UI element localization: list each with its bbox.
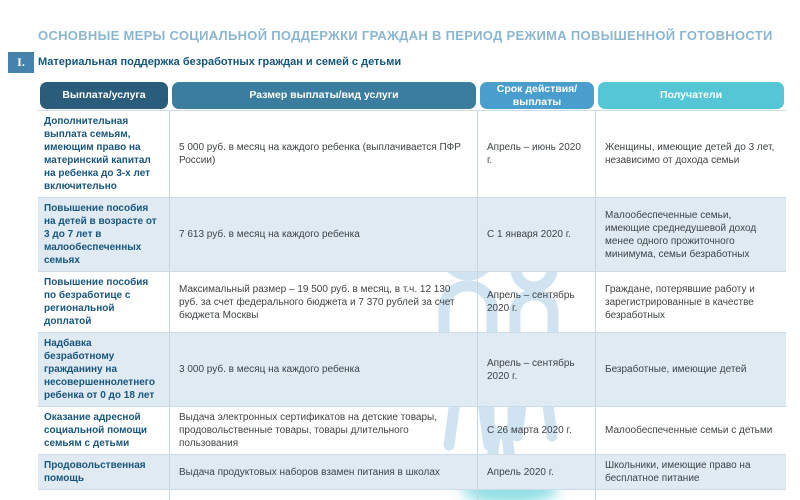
benefit-recipients: Женщины, имеющие детей до 3 лет, независ… [605,142,775,166]
table-row: Увеличение пособий по временной нетрудос… [38,489,786,500]
column-header-size: Размер выплаты/вид услуги [170,82,478,109]
benefit-size: Выдача продуктовых наборов взамен питани… [179,466,440,478]
benefit-name: Дополнительная выплата семьям, имеющим п… [44,116,151,192]
table-row: Продовольственная помощь Выдача продукто… [38,454,786,489]
benefit-size: Максимальный размер – 19 500 руб. в меся… [179,283,455,321]
benefit-period: Апрель – июнь 2020 г. [487,142,581,166]
column-header-recipients-label: Получатели [598,82,784,109]
benefit-name: Оказание адресной социальной помощи семь… [44,412,148,449]
table-body: Дополнительная выплата семьям, имеющим п… [38,110,786,500]
benefit-name: Надбавка безработному гражданину на несо… [44,338,155,401]
benefit-recipients: Граждане, потерявшие работу и зарегистри… [605,283,755,321]
benefit-period: Апрель – сентябрь 2020 г. [487,357,575,382]
benefit-size: 7 613 руб. в месяц на каждого ребенка [179,229,360,240]
benefit-size: 3 000 руб. в месяц на каждого ребенка [179,364,360,375]
benefit-name: Продовольственная помощь [44,460,146,484]
table-row: Надбавка безработному гражданину на несо… [38,332,786,406]
benefit-period: Апрель 2020 г. [487,466,554,478]
table-row: Дополнительная выплата семьям, имеющим п… [38,110,786,197]
benefit-recipients: Школьники, имеющие право на бесплатное п… [605,460,751,484]
column-header-size-label: Размер выплаты/вид услуги [172,82,476,109]
column-header-recipients: Получатели [596,82,786,109]
benefit-name: Повышение пособия на детей в возрасте от… [44,203,157,266]
support-measures-table: Выплата/услуга Размер выплаты/вид услуги… [38,82,786,500]
benefit-period: С 1 января 2020 г. [487,229,571,240]
page-title: ОСНОВНЫЕ МЕРЫ СОЦИАЛЬНОЙ ПОДДЕРЖКИ ГРАЖД… [38,28,773,43]
benefit-size: 5 000 руб. в месяц на каждого ребенка (в… [179,142,461,166]
benefit-name: Повышение пособия по безработице с регио… [44,277,149,327]
column-header-period-label: Срок действия/выплаты [480,82,594,109]
benefit-recipients: Малообеспеченные семьи с детьми [605,425,773,436]
benefit-period: С 26 марта 2020 г. [487,425,572,436]
section-subtitle: Материальная поддержка безработных гражд… [38,56,402,68]
column-header-period: Срок действия/выплаты [478,82,596,109]
section-number-badge: I. [8,52,34,73]
column-header-benefit: Выплата/услуга [38,82,170,109]
benefit-recipients: Малообеспеченные семьи, имеющие среднеду… [605,209,757,260]
table-row: Повышение пособия по безработице с регио… [38,271,786,332]
column-header-benefit-label: Выплата/услуга [40,82,168,109]
benefit-size: Выдача электронных сертификатов на детск… [179,412,438,449]
table-row: Повышение пособия на детей в возрасте от… [38,197,786,271]
table-row: Оказание адресной социальной помощи семь… [38,406,786,454]
benefit-period: Апрель – сентябрь 2020 г. [487,290,575,314]
table-header-row: Выплата/услуга Размер выплаты/вид услуги… [38,82,786,109]
benefit-recipients: Безработные, имеющие детей [605,364,747,375]
